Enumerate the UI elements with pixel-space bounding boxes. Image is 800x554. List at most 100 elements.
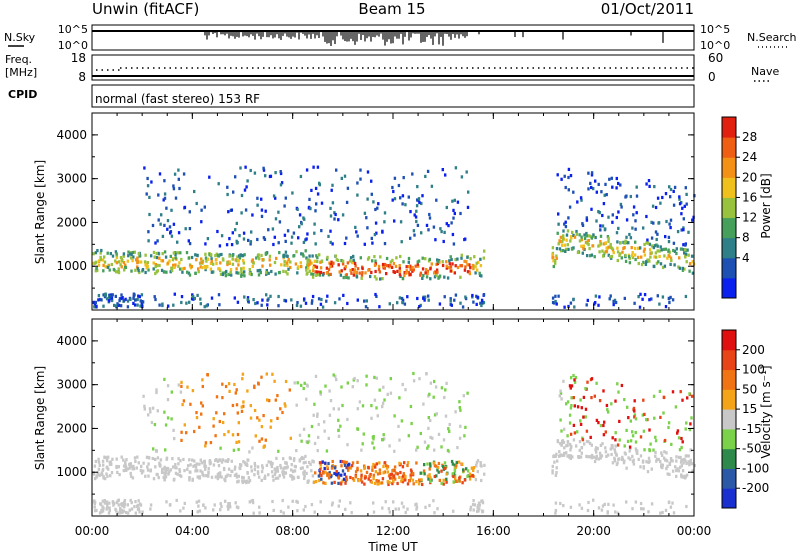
range-gate-cell xyxy=(124,297,127,301)
range-gate-cell xyxy=(104,293,107,297)
range-gate-cell xyxy=(562,379,565,383)
range-gate-cell xyxy=(646,238,649,242)
range-gate-cell xyxy=(187,464,190,468)
range-gate-cell xyxy=(358,400,362,404)
range-gate-cell xyxy=(306,479,310,484)
range-gate-cell xyxy=(394,507,397,511)
range-gate-cell xyxy=(94,260,98,264)
range-gate-cell xyxy=(554,294,557,298)
range-gate-cell xyxy=(135,258,138,262)
range-gate-cell xyxy=(348,259,352,263)
range-gate-cell xyxy=(101,459,105,463)
range-gate-cell xyxy=(168,259,171,263)
range-gate-cell xyxy=(108,461,111,465)
colorbar-segment xyxy=(722,468,736,489)
range-gate-cell xyxy=(407,260,410,264)
range-gate-cell xyxy=(570,404,573,408)
range-gate-cell xyxy=(614,399,617,403)
range-gate-cell xyxy=(616,246,619,250)
range-gate-cell xyxy=(340,176,343,180)
range-gate-cell xyxy=(171,457,174,461)
range-gate-cell xyxy=(193,429,196,434)
range-gate-cell xyxy=(669,187,673,192)
range-gate-cell xyxy=(167,304,170,308)
range-gate-cell xyxy=(156,473,159,477)
range-gate-cell xyxy=(161,252,164,256)
range-gate-cell xyxy=(99,258,102,262)
range-gate-cell xyxy=(320,477,323,481)
range-gate-cell xyxy=(190,297,194,301)
colorbar-segment xyxy=(722,177,736,198)
range-gate-cell xyxy=(570,235,573,239)
range-gate-cell xyxy=(464,237,467,241)
range-gate-cell xyxy=(686,248,689,252)
range-gate-cell xyxy=(300,383,303,387)
range-gate-cell xyxy=(585,439,589,443)
range-gate-cell xyxy=(399,470,402,475)
range-gate-cell xyxy=(653,244,656,248)
range-gate-cell xyxy=(315,273,318,277)
range-gate-cell xyxy=(197,504,200,508)
range-gate-cell xyxy=(298,213,302,217)
range-gate-cell xyxy=(454,479,458,483)
range-gate-cell xyxy=(607,502,610,506)
range-gate-cell xyxy=(476,268,479,272)
range-gate-cell xyxy=(469,257,472,261)
range-gate-cell xyxy=(552,259,555,263)
range-gate-cell xyxy=(120,296,123,301)
range-gate-cell xyxy=(120,265,123,269)
range-gate-cell xyxy=(387,482,390,487)
range-gate-cell xyxy=(419,471,422,475)
range-gate-cell xyxy=(229,270,232,275)
range-gate-cell xyxy=(261,466,264,470)
colorbar-tick-label: 4 xyxy=(742,251,750,265)
range-gate-cell xyxy=(569,376,573,380)
range-gate-cell xyxy=(233,296,236,300)
range-gate-cell xyxy=(359,177,362,181)
range-gate-cell xyxy=(562,234,565,238)
range-gate-cell xyxy=(198,425,201,429)
range-gate-cell xyxy=(633,399,636,403)
range-gate-cell xyxy=(241,475,244,479)
range-gate-cell xyxy=(264,174,267,178)
range-gate-cell xyxy=(409,210,412,214)
range-gate-cell xyxy=(240,211,243,215)
range-gate-cell xyxy=(155,390,158,395)
range-gate-cell xyxy=(356,267,360,271)
range-gate-cell xyxy=(463,259,466,263)
range-gate-cell xyxy=(639,454,643,458)
range-gate-cell xyxy=(437,470,440,474)
range-gate-cell xyxy=(264,209,267,213)
range-gate-cell xyxy=(617,210,620,214)
range-gate-cell xyxy=(178,468,181,472)
range-gate-cell xyxy=(244,165,247,169)
range-gate-cell xyxy=(156,409,159,413)
x-tick-label: 16:00 xyxy=(476,524,511,538)
range-gate-cell xyxy=(142,394,145,398)
range-gate-cell xyxy=(584,415,587,419)
range-gate-cell xyxy=(127,254,130,258)
range-gate-cell xyxy=(279,407,282,411)
range-gate-cell xyxy=(619,183,622,187)
range-gate-cell xyxy=(635,194,639,198)
range-gate-cell xyxy=(454,264,457,268)
range-gate-cell xyxy=(609,242,612,247)
range-gate-cell xyxy=(611,220,614,224)
range-gate-cell xyxy=(634,440,638,444)
range-gate-cell xyxy=(590,171,594,175)
range-gate-cell xyxy=(243,253,246,257)
colorbar-frame xyxy=(721,329,737,509)
range-gate-cell xyxy=(358,271,361,275)
range-gate-cell xyxy=(359,478,363,482)
range-gate-cell xyxy=(663,254,666,258)
range-gate-cell xyxy=(396,269,399,273)
range-gate-cell xyxy=(382,471,385,475)
range-gate-cell xyxy=(147,268,150,272)
range-gate-cell xyxy=(613,458,616,462)
range-gate-cell xyxy=(95,508,98,512)
range-gate-cell xyxy=(680,436,683,441)
range-gate-cell xyxy=(138,270,141,275)
range-gate-cell xyxy=(570,396,573,400)
range-gate-cell xyxy=(337,504,340,508)
range-gate-cell xyxy=(676,431,679,435)
